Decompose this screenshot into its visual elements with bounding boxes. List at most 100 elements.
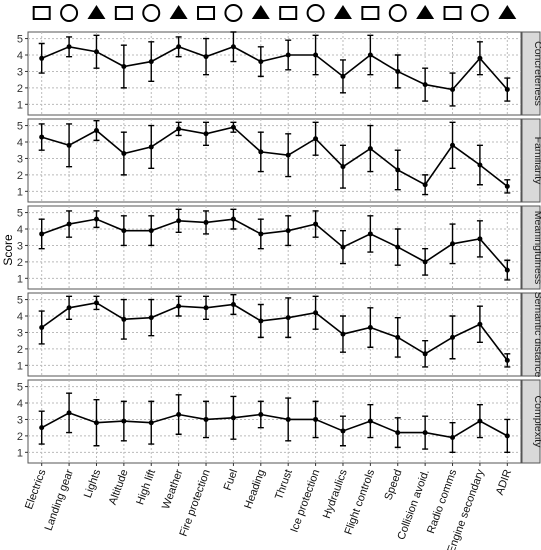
data-point [313,416,319,422]
data-point [203,131,209,137]
strip [521,31,541,116]
icon [142,4,161,22]
data-point [66,305,72,311]
data-point [477,55,483,61]
icon [333,5,352,19]
x-tick-label: Electrics [23,467,49,511]
data-point [504,433,510,439]
data-point [176,44,182,50]
data-point [39,55,45,61]
data-point [203,54,209,60]
data-point [39,134,45,140]
data-point [230,124,236,130]
data-point [313,221,319,227]
data-point [313,136,319,142]
y-axis-label: Score [1,234,15,266]
strip-label: Complexity [532,396,541,449]
data-point [340,244,346,250]
x-tick-label: Altitude [107,468,131,507]
data-point [203,416,209,422]
data-point [121,151,127,157]
strip-label: Semantic distance [532,292,541,378]
data-point [450,241,456,247]
y-tick-label: 5 [17,208,23,220]
data-point [340,73,346,79]
data-point [258,318,264,324]
strip [521,379,541,464]
icon [443,6,462,20]
y-tick-label: 1 [17,447,23,459]
y-tick-label: 4 [17,50,23,62]
y-tick-label: 3 [17,414,23,426]
data-point [121,228,127,234]
data-point [313,310,319,316]
data-point [450,87,456,93]
data-point [313,52,319,58]
data-point [504,183,510,189]
y-tick-label: 2 [17,431,23,443]
y-tick-label: 1 [17,360,23,372]
data-point [285,52,291,58]
data-point [66,44,72,50]
data-point [504,267,510,273]
y-tick-label: 5 [17,34,23,46]
data-point [176,303,182,309]
x-tick-label: Lights [82,467,103,499]
data-point [477,418,483,424]
x-tick-label: Thrust [273,468,295,501]
data-point [477,321,483,327]
strip-label: Meaningfulness [532,211,541,285]
data-point [66,221,72,227]
data-point [176,412,182,418]
y-tick-label: 1 [17,99,23,111]
data-point [285,315,291,321]
data-point [258,412,264,418]
icon [306,4,325,22]
data-point [148,59,154,65]
data-point [93,128,99,134]
y-tick-label: 5 [17,295,23,307]
y-tick-label: 3 [17,66,23,78]
x-tick-label: Weather [160,468,186,511]
data-point [504,87,510,93]
data-point [39,325,45,331]
data-point [395,68,401,74]
data-line [41,411,508,439]
data-point [203,305,209,311]
data-point [422,82,428,88]
data-point [285,228,291,234]
data-point [367,325,373,331]
y-tick-label: 1 [17,273,23,285]
icon [416,5,435,19]
x-tick-label: Ice protection [289,468,323,534]
y-tick-label: 2 [17,83,23,95]
data-point [367,231,373,237]
data-point [395,244,401,250]
icon [32,6,51,20]
data-point [148,228,154,234]
data-point [121,418,127,424]
data-point [285,416,291,422]
data-point [395,334,401,340]
icon [279,6,298,20]
icon [87,5,106,19]
panel-background [27,31,522,116]
icon [498,5,517,19]
data-line [41,218,508,271]
data-point [367,146,373,152]
icon [169,5,188,19]
y-tick-label: 1 [17,186,23,198]
x-tick-label: Fuel [222,468,241,492]
data-point [121,64,127,70]
data-point [340,331,346,337]
data-point [340,164,346,170]
data-point [230,44,236,50]
data-point [504,357,510,363]
panel-background [27,379,522,464]
data-point [477,236,483,242]
panel-background [27,205,522,290]
data-point [66,142,72,148]
data-point [39,231,45,237]
icon [251,5,270,19]
data-point [148,420,154,426]
